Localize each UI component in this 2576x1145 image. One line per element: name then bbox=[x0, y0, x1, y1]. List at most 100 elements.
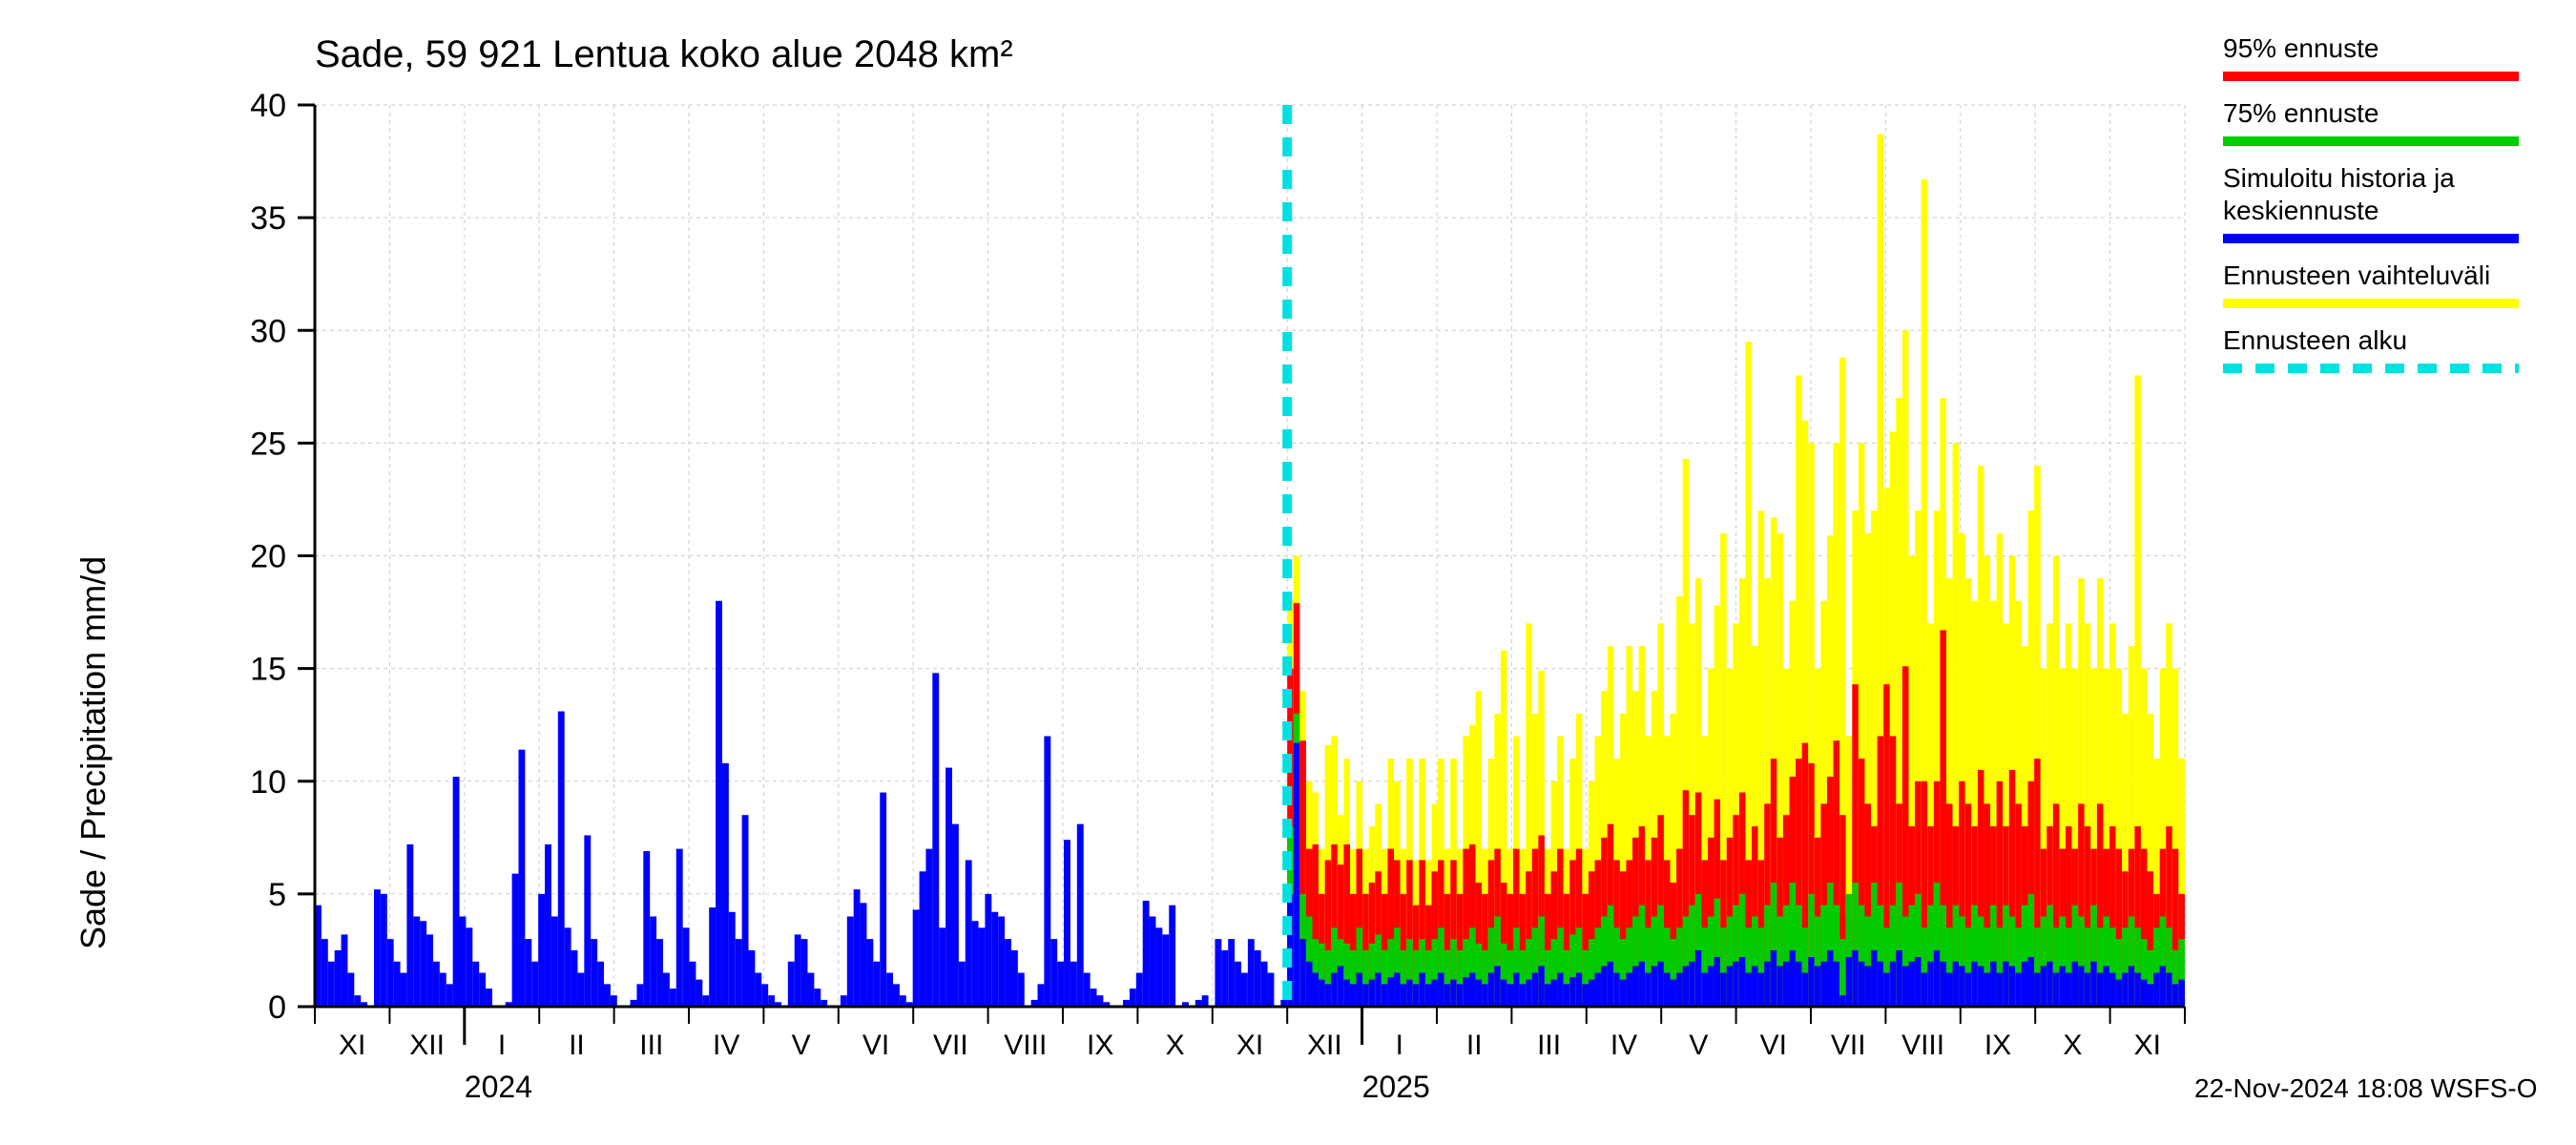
history-bar bbox=[1150, 917, 1156, 1008]
year-label: 2025 bbox=[1362, 1070, 1430, 1104]
forecast-bar bbox=[1676, 973, 1683, 1007]
history-bar bbox=[1215, 939, 1221, 1007]
history-bar bbox=[788, 962, 795, 1007]
forecast-bar bbox=[1538, 966, 1545, 1007]
forecast-bar bbox=[1689, 962, 1695, 1007]
forecast-bar bbox=[2103, 966, 2109, 1007]
history-bar bbox=[335, 950, 342, 1007]
history-bar bbox=[1084, 973, 1091, 1007]
history-bar bbox=[1228, 939, 1235, 1007]
forecast-bar bbox=[1313, 973, 1319, 1007]
history-bar bbox=[979, 927, 986, 1007]
footer-timestamp: 22-Nov-2024 18:08 WSFS-O bbox=[2194, 1073, 2538, 1103]
forecast-bar bbox=[2148, 984, 2154, 1007]
history-bar bbox=[952, 824, 959, 1007]
history-bar bbox=[749, 950, 756, 1007]
forecast-bar bbox=[1438, 973, 1444, 1007]
forecast-bar bbox=[2066, 973, 2072, 1007]
forecast-bar bbox=[2041, 966, 2047, 1007]
history-bar bbox=[768, 995, 775, 1007]
forecast-bar bbox=[2090, 962, 2097, 1007]
forecast-bar bbox=[2022, 962, 2028, 1007]
forecast-bar bbox=[1576, 973, 1583, 1007]
legend-label: Ennusteen vaihteluväli bbox=[2223, 260, 2490, 290]
forecast-bar bbox=[1645, 973, 1652, 1007]
history-bar bbox=[591, 939, 597, 1007]
forecast-bar bbox=[2172, 984, 2179, 1007]
history-bar bbox=[381, 894, 387, 1007]
month-label: I bbox=[498, 1030, 506, 1061]
forecast-bar bbox=[1984, 973, 1990, 1007]
history-bar bbox=[650, 917, 656, 1008]
forecast-bar bbox=[1776, 966, 1783, 1007]
month-label: III bbox=[1537, 1030, 1561, 1061]
forecast-bar bbox=[1846, 957, 1853, 1007]
forecast-bar bbox=[2046, 962, 2053, 1007]
forecast-bar bbox=[1463, 977, 1469, 1007]
history-bar bbox=[394, 962, 401, 1007]
legend-label: 95% ennuste bbox=[2223, 33, 2379, 63]
history-bar bbox=[1070, 962, 1077, 1007]
forecast-bar bbox=[1834, 962, 1840, 1007]
forecast-bar bbox=[1934, 950, 1941, 1007]
forecast-bar bbox=[1331, 973, 1338, 1007]
forecast-bar bbox=[1350, 984, 1357, 1007]
history-bar bbox=[611, 995, 617, 1007]
history-bar bbox=[571, 950, 578, 1007]
forecast-bar bbox=[1582, 984, 1589, 1007]
forecast-bar bbox=[1306, 962, 1313, 1007]
history-bar bbox=[795, 934, 801, 1007]
history-bar bbox=[847, 917, 854, 1008]
forecast-bar bbox=[2059, 966, 2066, 1007]
forecast-bar bbox=[1859, 962, 1865, 1007]
forecast-bar bbox=[1413, 984, 1420, 1007]
forecast-bar bbox=[1632, 966, 1639, 1007]
forecast-bar bbox=[1444, 984, 1451, 1007]
y-tick-label: 40 bbox=[250, 88, 286, 124]
history-bar bbox=[900, 995, 906, 1007]
history-bar bbox=[966, 860, 972, 1007]
history-bar bbox=[959, 962, 966, 1007]
forecast-bar bbox=[1790, 950, 1797, 1007]
history-bar bbox=[886, 973, 893, 1007]
forecast-bar bbox=[1752, 966, 1758, 1007]
forecast-bar bbox=[1375, 973, 1381, 1007]
forecast-bar bbox=[1419, 973, 1425, 1007]
forecast-bar bbox=[2166, 973, 2172, 1007]
history-bar bbox=[342, 934, 348, 1007]
history-bar bbox=[893, 984, 900, 1007]
forecast-bar bbox=[1758, 973, 1765, 1007]
history-bar bbox=[347, 973, 354, 1007]
history-bar bbox=[1169, 906, 1175, 1007]
history-bar bbox=[636, 984, 643, 1007]
history-bar bbox=[801, 939, 808, 1007]
forecast-bar bbox=[1506, 984, 1513, 1007]
y-tick-label: 15 bbox=[250, 652, 286, 688]
forecast-bar bbox=[2072, 962, 2079, 1007]
forecast-bar bbox=[1664, 973, 1671, 1007]
history-bar bbox=[939, 927, 945, 1007]
history-bar bbox=[374, 889, 381, 1007]
forecast-bar bbox=[1959, 966, 1965, 1007]
forecast-bar bbox=[2034, 973, 2041, 1007]
history-bar bbox=[1096, 995, 1103, 1007]
forecast-bar bbox=[1745, 973, 1752, 1007]
forecast-bar bbox=[1551, 980, 1558, 1007]
history-bar bbox=[447, 984, 453, 1007]
history-bar bbox=[736, 939, 742, 1007]
forecast-bar bbox=[1381, 984, 1388, 1007]
forecast-bar bbox=[1362, 984, 1369, 1007]
forecast-bar bbox=[1299, 939, 1306, 1007]
forecast-bar bbox=[1922, 973, 1928, 1007]
history-bar bbox=[1136, 973, 1143, 1007]
history-bar bbox=[577, 973, 584, 1007]
forecast-bar bbox=[1915, 957, 1922, 1007]
history-bar bbox=[565, 927, 571, 1007]
forecast-bar bbox=[1815, 966, 1821, 1007]
history-bar bbox=[413, 917, 420, 1008]
y-tick-label: 25 bbox=[250, 426, 286, 462]
forecast-bar bbox=[1671, 980, 1677, 1007]
history-bar bbox=[920, 871, 926, 1007]
forecast-bar bbox=[1990, 962, 1997, 1007]
month-label: IX bbox=[1087, 1030, 1113, 1061]
